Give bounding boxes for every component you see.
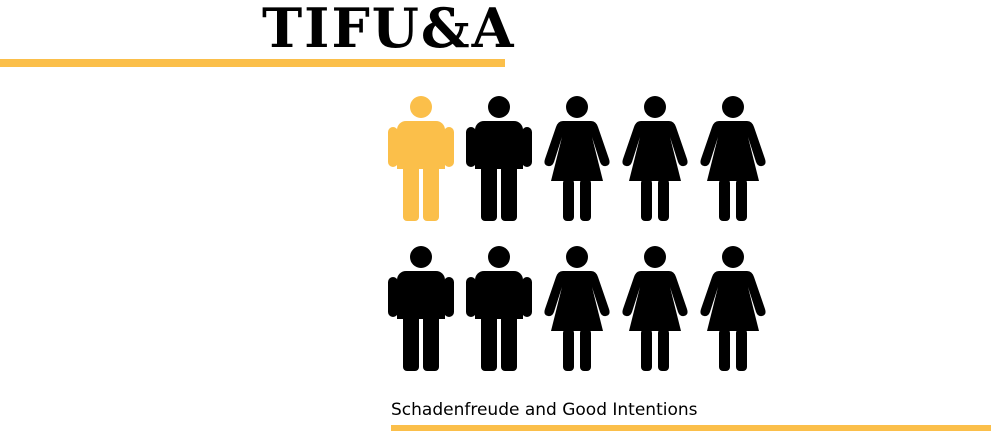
highlighted-male-person-icon	[385, 93, 457, 225]
title-underline	[0, 59, 505, 67]
male-person-icon	[463, 93, 535, 225]
female-person-icon	[541, 243, 613, 375]
subtitle: Schadenfreude and Good Intentions	[391, 400, 698, 420]
male-person-icon	[385, 243, 457, 375]
male-person-icon	[463, 243, 535, 375]
female-person-icon	[697, 243, 769, 375]
people-grid	[385, 93, 785, 373]
page-title: TIFU&A	[262, 0, 516, 60]
female-person-icon	[541, 93, 613, 225]
female-person-icon	[697, 93, 769, 225]
female-person-icon	[619, 93, 691, 225]
female-person-icon	[619, 243, 691, 375]
subtitle-underline	[391, 425, 991, 431]
